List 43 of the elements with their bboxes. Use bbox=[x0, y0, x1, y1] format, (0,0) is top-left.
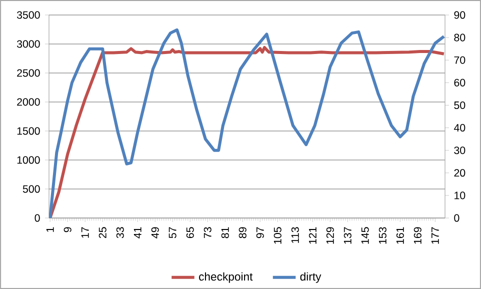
x-tick-label: 9 bbox=[64, 227, 72, 232]
x-tick-label: 177 bbox=[431, 227, 439, 244]
y-tick-label: 3000 bbox=[16, 40, 40, 48]
legend-label: checkpoint bbox=[199, 272, 253, 283]
y2-tick-label: 50 bbox=[454, 101, 466, 109]
y2-tick-label: 70 bbox=[454, 56, 466, 64]
y2-tick-label: 20 bbox=[454, 169, 466, 177]
x-tick-label: 145 bbox=[361, 227, 369, 244]
x-tick-label: 17 bbox=[81, 227, 89, 238]
y-tick-label: 3500 bbox=[16, 11, 40, 19]
x-tick-label: 33 bbox=[116, 227, 124, 238]
y-tick-label: 2500 bbox=[17, 69, 40, 77]
x-tick-label: 161 bbox=[396, 227, 404, 244]
x-tick-label: 129 bbox=[326, 227, 334, 244]
y2-tick-label: 90 bbox=[454, 11, 466, 19]
y2-tick-label: 60 bbox=[454, 78, 466, 86]
x-tick-label: 89 bbox=[238, 227, 246, 238]
x-tick-label: 49 bbox=[151, 227, 159, 238]
x-tick-label: 65 bbox=[186, 227, 194, 238]
y2-tick-label: 30 bbox=[454, 146, 466, 154]
x-tick-label: 25 bbox=[98, 227, 106, 238]
y2-tick-label: 10 bbox=[454, 192, 466, 200]
y-tick-label: 500 bbox=[22, 185, 40, 193]
y-tick-label: 0 bbox=[34, 214, 40, 222]
y2-tick-label: 0 bbox=[454, 214, 460, 222]
x-tick-label: 113 bbox=[291, 227, 299, 243]
x-tick-label: 137 bbox=[344, 227, 352, 244]
x-tick-label: 97 bbox=[256, 227, 264, 238]
x-tick-label: 121 bbox=[308, 227, 316, 244]
x-tick-label: 105 bbox=[274, 227, 282, 244]
x-tick-label: 1 bbox=[46, 227, 54, 232]
y2-tick-label: 80 bbox=[454, 34, 466, 42]
x-tick-label: 169 bbox=[414, 227, 422, 244]
y-tick-label: 2000 bbox=[17, 98, 40, 106]
y-tick-label: 1500 bbox=[17, 127, 40, 135]
y2-tick-label: 40 bbox=[454, 124, 466, 132]
y-tick-label: 1000 bbox=[17, 156, 40, 164]
x-tick-label: 153 bbox=[378, 227, 386, 244]
x-tick-label: 81 bbox=[221, 227, 229, 238]
legend-label: dirty bbox=[300, 272, 322, 283]
x-tick-label: 41 bbox=[134, 227, 142, 238]
x-tick-label: 57 bbox=[168, 227, 176, 238]
x-tick-label: 73 bbox=[204, 227, 212, 238]
